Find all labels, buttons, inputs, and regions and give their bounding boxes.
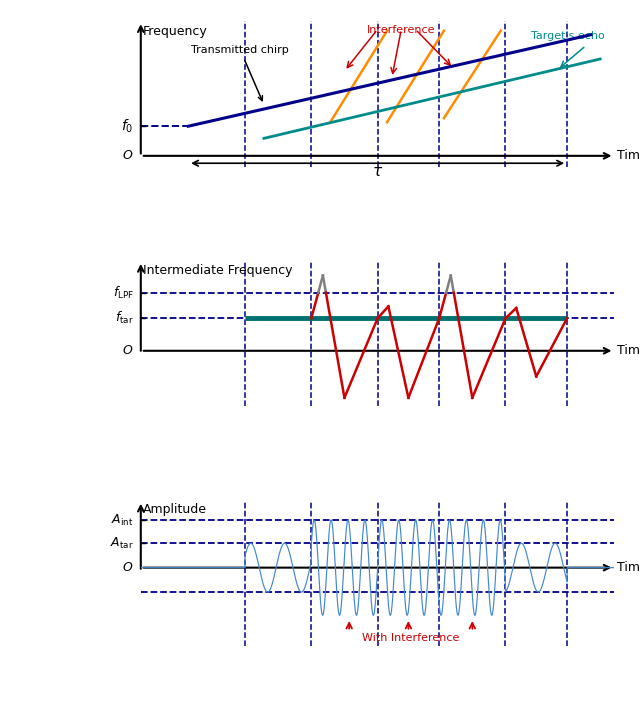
- Text: $f_{\mathrm{tar}}$: $f_{\mathrm{tar}}$: [115, 310, 134, 327]
- Text: $\tau$: $\tau$: [372, 164, 383, 180]
- Text: Intermediate Frequency: Intermediate Frequency: [143, 263, 292, 277]
- Text: $f_{\mathrm{LPF}}$: $f_{\mathrm{LPF}}$: [113, 285, 134, 301]
- Text: $f_0$: $f_0$: [122, 118, 134, 135]
- Text: With Interference: With Interference: [362, 633, 460, 643]
- Text: Amplitude: Amplitude: [143, 503, 207, 515]
- Text: $O$: $O$: [122, 561, 134, 574]
- Text: $A_{\mathrm{int}}$: $A_{\mathrm{int}}$: [111, 513, 134, 528]
- Text: Target's echo: Target's echo: [531, 31, 605, 41]
- Text: $A_{\mathrm{tar}}$: $A_{\mathrm{tar}}$: [110, 535, 134, 551]
- Text: Time: Time: [617, 149, 640, 163]
- Text: Time: Time: [617, 344, 640, 357]
- Text: Time: Time: [617, 561, 640, 574]
- Text: $O$: $O$: [122, 149, 134, 163]
- Text: $O$: $O$: [122, 344, 134, 357]
- Text: Transmitted chirp: Transmitted chirp: [191, 45, 289, 101]
- Text: Interference: Interference: [367, 26, 436, 36]
- Text: Frequency: Frequency: [143, 26, 208, 38]
